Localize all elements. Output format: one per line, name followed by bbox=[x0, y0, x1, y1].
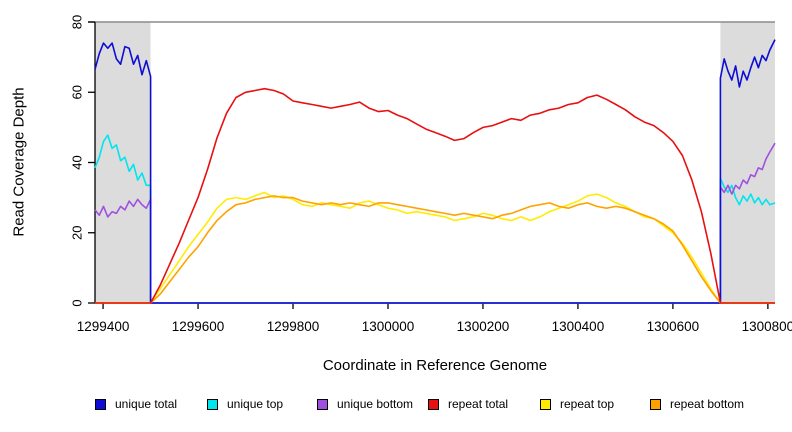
repeat-bottom-swatch-icon bbox=[650, 398, 661, 410]
series-line-repeat-bottom bbox=[95, 195, 775, 304]
x-axis-title: Coordinate in Reference Genome bbox=[322, 357, 548, 374]
legend-item-repeat-total: repeat total bbox=[428, 397, 508, 411]
x-tick-label: 1299400 bbox=[77, 319, 130, 334]
x-tick-label: 1299800 bbox=[267, 319, 320, 334]
x-tick-label: 1299600 bbox=[172, 319, 225, 334]
y-axis-title: Read Coverage Depth bbox=[10, 87, 28, 237]
repeat-total-swatch-icon bbox=[428, 398, 439, 410]
repeat-top-swatch-icon bbox=[540, 398, 551, 410]
unique-bottom-swatch-icon bbox=[317, 398, 328, 410]
legend-label: unique bottom bbox=[337, 397, 414, 411]
shaded-region-0 bbox=[95, 22, 151, 303]
unique-top-swatch-icon bbox=[207, 398, 218, 410]
x-tick-label: 1300800 bbox=[742, 319, 792, 334]
legend-item-unique-bottom: unique bottom bbox=[317, 397, 413, 411]
legend-label: repeat top bbox=[560, 397, 615, 411]
series-line-unique-bottom bbox=[94, 142, 776, 304]
legend-item-unique-total: unique total bbox=[95, 397, 177, 411]
legend-label: repeat bottom bbox=[670, 397, 745, 411]
legend-item-repeat-bottom: repeat bottom bbox=[650, 397, 744, 411]
x-tick-label: 1300400 bbox=[552, 319, 605, 334]
y-tick-label: 40 bbox=[69, 155, 84, 169]
x-tick-label: 1300200 bbox=[457, 319, 510, 334]
y-tick-label: 20 bbox=[69, 226, 84, 240]
legend-label: unique total bbox=[115, 397, 178, 411]
series-line-repeat-total bbox=[95, 87, 775, 304]
y-tick-label: 80 bbox=[69, 15, 84, 29]
series-line-unique-top bbox=[94, 134, 776, 304]
x-tick-label: 1300600 bbox=[647, 319, 700, 334]
legend-label: repeat total bbox=[448, 397, 509, 411]
unique-total-swatch-icon bbox=[95, 398, 106, 410]
shaded-region-1 bbox=[720, 22, 775, 303]
x-tick-label: 1300000 bbox=[362, 319, 415, 334]
y-tick-label: 0 bbox=[69, 299, 84, 306]
series-line-unique-total bbox=[94, 39, 776, 304]
legend-item-repeat-top: repeat top bbox=[540, 397, 614, 411]
y-tick-label: 60 bbox=[69, 85, 84, 99]
legend-item-unique-top: unique top bbox=[207, 397, 283, 411]
legend-label: unique top bbox=[227, 397, 284, 411]
